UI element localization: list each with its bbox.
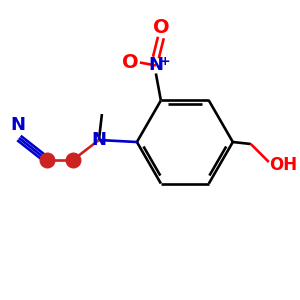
Text: N: N — [11, 116, 26, 134]
Text: N: N — [92, 131, 106, 149]
Text: +: + — [160, 55, 170, 68]
Text: OH: OH — [269, 156, 297, 174]
Text: O: O — [122, 53, 138, 72]
Text: N: N — [148, 56, 164, 74]
Text: O: O — [153, 18, 169, 37]
